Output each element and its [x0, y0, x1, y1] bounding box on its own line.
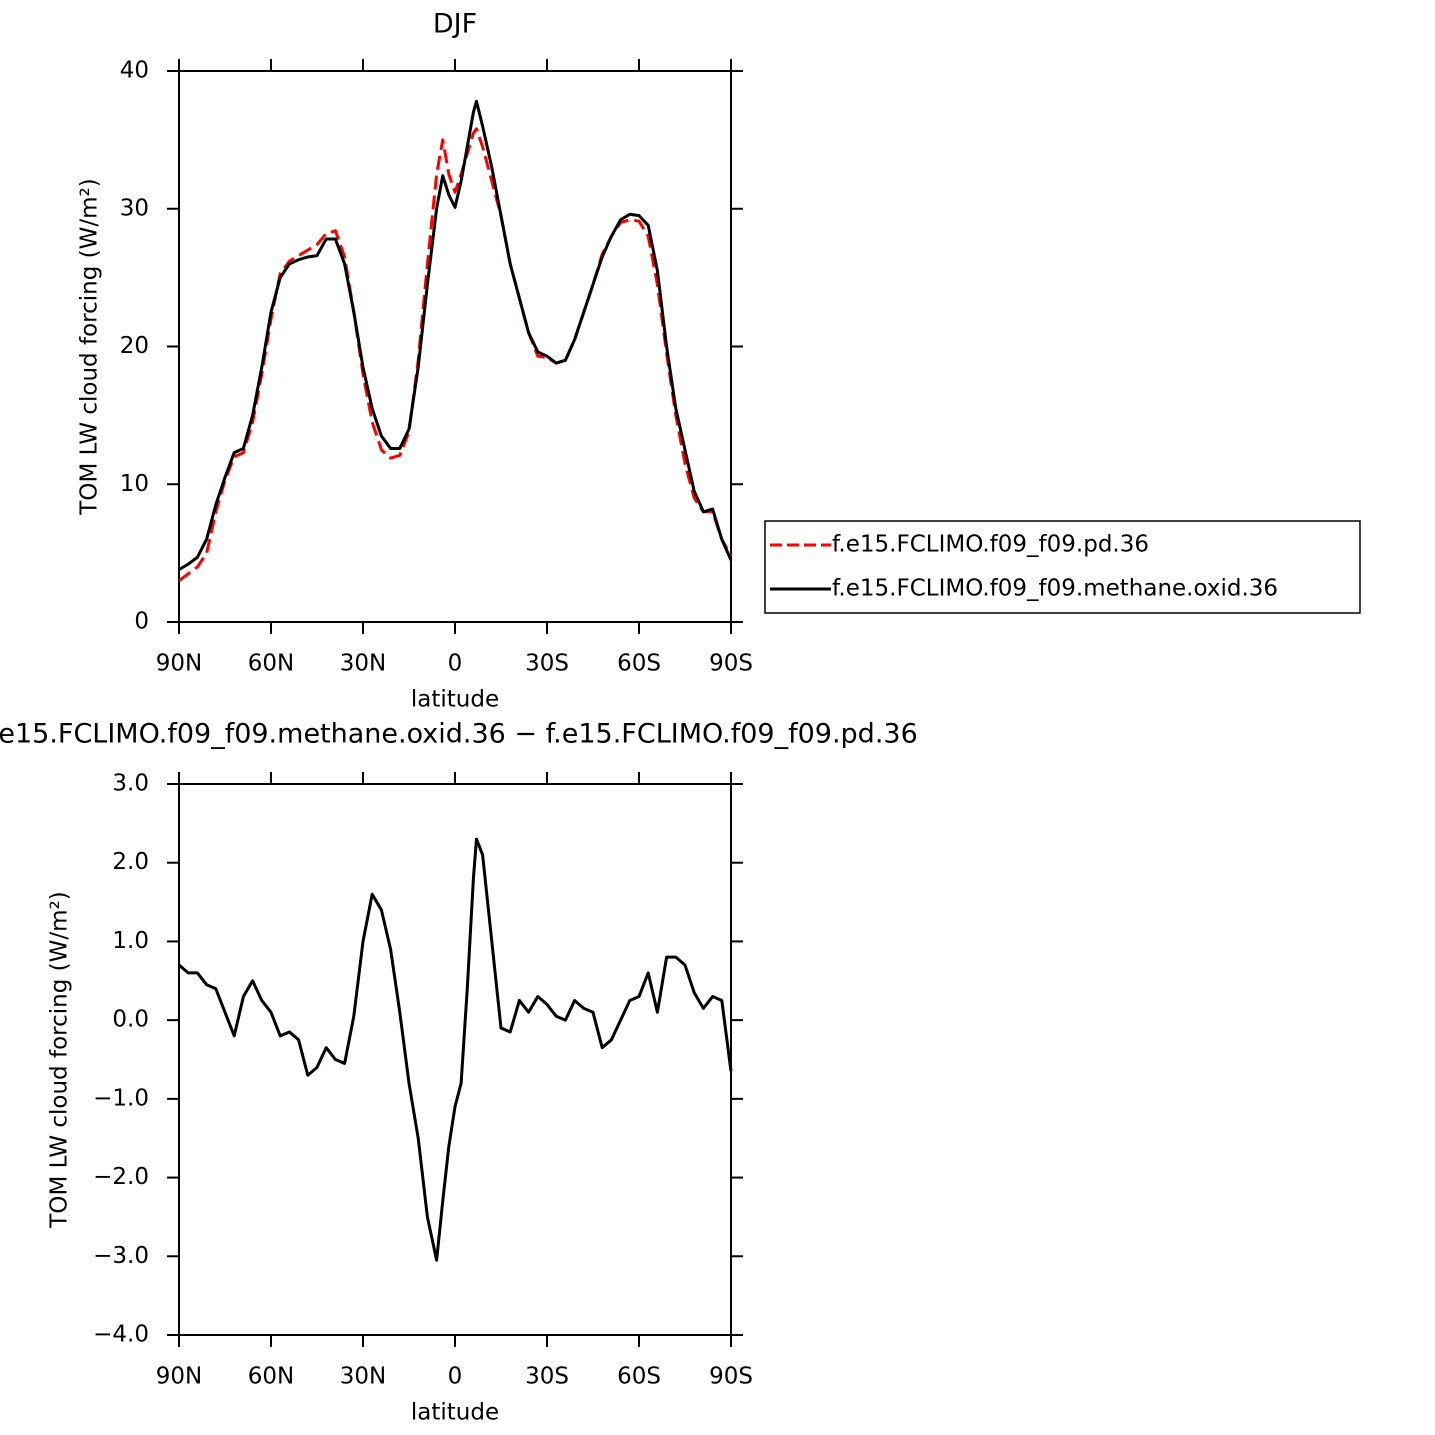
- chart-title: DJF: [433, 9, 477, 40]
- x-tick-label: 0: [448, 1364, 463, 1390]
- x-tick-label: 90S: [709, 1364, 753, 1390]
- y-tick-label: −4.0: [93, 1322, 149, 1348]
- y-tick-label: 30: [120, 195, 149, 221]
- plot-frame: [178, 783, 732, 1336]
- x-tick-label: 30S: [525, 651, 569, 677]
- y-axis-label: TOM LW cloud forcing (W/m²): [47, 891, 73, 1228]
- x-tick-label: 0: [448, 651, 463, 677]
- x-axis-label: latitude: [411, 687, 499, 713]
- x-tick-label: 60N: [248, 1364, 294, 1390]
- x-tick-label: 30S: [525, 1364, 569, 1390]
- legend-box: [764, 520, 1361, 614]
- x-axis-label: latitude: [411, 1400, 499, 1426]
- x-tick-label: 30N: [340, 651, 386, 677]
- y-tick-label: 2.0: [112, 849, 149, 875]
- data-line: [178, 127, 733, 582]
- plot-frame: [178, 70, 732, 623]
- y-tick-label: −1.0: [93, 1085, 149, 1111]
- legend-label: f.e15.FCLIMO.f09_f09.pd.36: [832, 532, 1149, 558]
- y-axis-label: TOM LW cloud forcing (W/m²): [77, 178, 103, 515]
- y-tick-label: 0.0: [112, 1007, 149, 1033]
- data-line: [178, 99, 733, 571]
- x-tick-label: 60S: [617, 651, 661, 677]
- y-tick-label: 1.0: [112, 928, 149, 954]
- y-tick-label: −3.0: [93, 1243, 149, 1269]
- x-tick-label: 90N: [156, 1364, 202, 1390]
- legend-label: f.e15.FCLIMO.f09_f09.methane.oxid.36: [832, 576, 1278, 602]
- y-tick-label: −2.0: [93, 1164, 149, 1190]
- x-tick-label: 90S: [709, 651, 753, 677]
- x-tick-label: 60S: [617, 1364, 661, 1390]
- data-line: [178, 837, 733, 1262]
- y-tick-label: 10: [120, 471, 149, 497]
- y-tick-label: 3.0: [112, 771, 149, 797]
- x-tick-label: 60N: [248, 651, 294, 677]
- chart-title: f.e15.FCLIMO.f09_f09.methane.oxid.36 − f…: [0, 719, 918, 750]
- y-tick-label: 40: [120, 58, 149, 84]
- y-tick-label: 20: [120, 333, 149, 359]
- x-tick-label: 90N: [156, 651, 202, 677]
- y-tick-label: 0: [134, 609, 149, 635]
- x-tick-label: 30N: [340, 1364, 386, 1390]
